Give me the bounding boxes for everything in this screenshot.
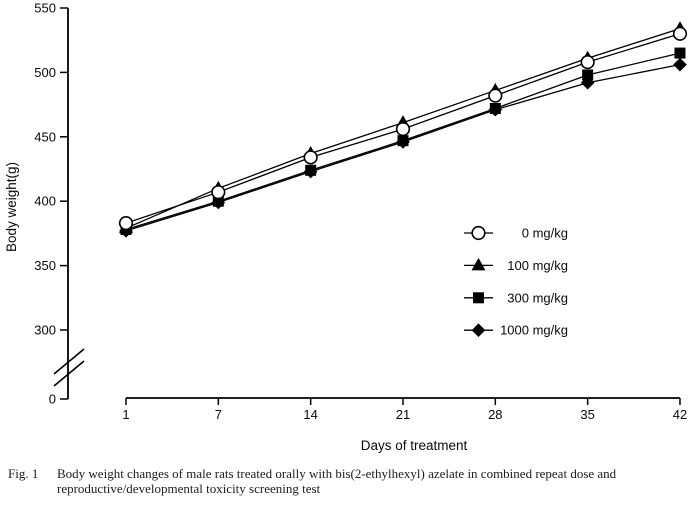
data-point-marker [303,150,318,165]
legend-label: 100 mg/kg [507,258,568,273]
data-point-marker [305,164,317,176]
y-axis-tick-label: 300 [34,323,56,338]
data-point-marker [674,47,686,59]
body-weight-line-chart: 0 300 350 400 450 500 550 1 7 14 21 28 35 42 Days of t… [4,1,688,454]
legend-entry: 0 mg/kg [464,226,568,241]
y-axis-tick-label: 0 [49,392,56,407]
x-axis-tick-label: 1 [122,407,129,422]
legend-label: 300 mg/kg [507,290,568,305]
x-axis-tick-label: 35 [580,407,594,422]
y-axis-break-mark [53,348,85,375]
legend-entry: 100 mg/kg [464,257,568,273]
series-0-mg-kg [118,26,688,231]
data-point-marker [673,57,687,72]
data-point-marker [118,215,134,231]
legend-marker-filled-diamond [471,323,486,337]
x-axis-tick-label: 28 [488,407,502,422]
y-axis-break-mark [53,360,85,387]
legend-label: 1000 mg/kg [500,323,568,338]
data-point-marker [397,135,409,147]
data-point-marker [488,88,503,103]
y-axis-title: Body weight(g) [4,162,19,252]
x-axis-tick-label: 7 [215,407,222,422]
y-axis-tick-label: 450 [34,129,56,144]
legend-entry: 300 mg/kg [464,290,568,305]
x-axis-title: Days of treatment [361,438,468,453]
figure-caption-label: Fig. 1 [8,466,39,481]
legend-marker-filled-square [473,292,484,304]
legend: 0 mg/kg 100 mg/kg 300 mg/kg 1000 mg/kg [464,226,568,338]
data-point-marker [211,185,226,200]
legend-label: 0 mg/kg [522,226,568,241]
y-axis-tick-label: 550 [34,1,56,16]
legend-marker-open-circle [471,225,486,241]
y-axis-tick-label: 350 [34,258,56,273]
x-axis-tick-label: 42 [673,407,687,422]
y-axis-tick-label: 400 [34,194,56,209]
data-point-marker [489,102,501,114]
x-axis-tick-label: 21 [396,407,410,422]
data-point-marker [582,69,594,81]
data-point-marker [212,195,224,207]
x-axis-tick-label: 14 [303,407,317,422]
series-1000-mg-kg [119,57,687,238]
legend-marker-filled-triangle [471,257,486,271]
y-axis-tick-label: 500 [34,65,56,80]
data-point-marker [395,121,411,137]
data-point-marker [672,26,688,41]
figure-caption: Fig. 1 Body weight changes of male rats … [8,466,676,497]
data-point-marker [580,54,595,70]
legend-entry: 1000 mg/kg [464,323,568,338]
figure-caption-text: Body weight changes of male rats treated… [57,466,617,497]
